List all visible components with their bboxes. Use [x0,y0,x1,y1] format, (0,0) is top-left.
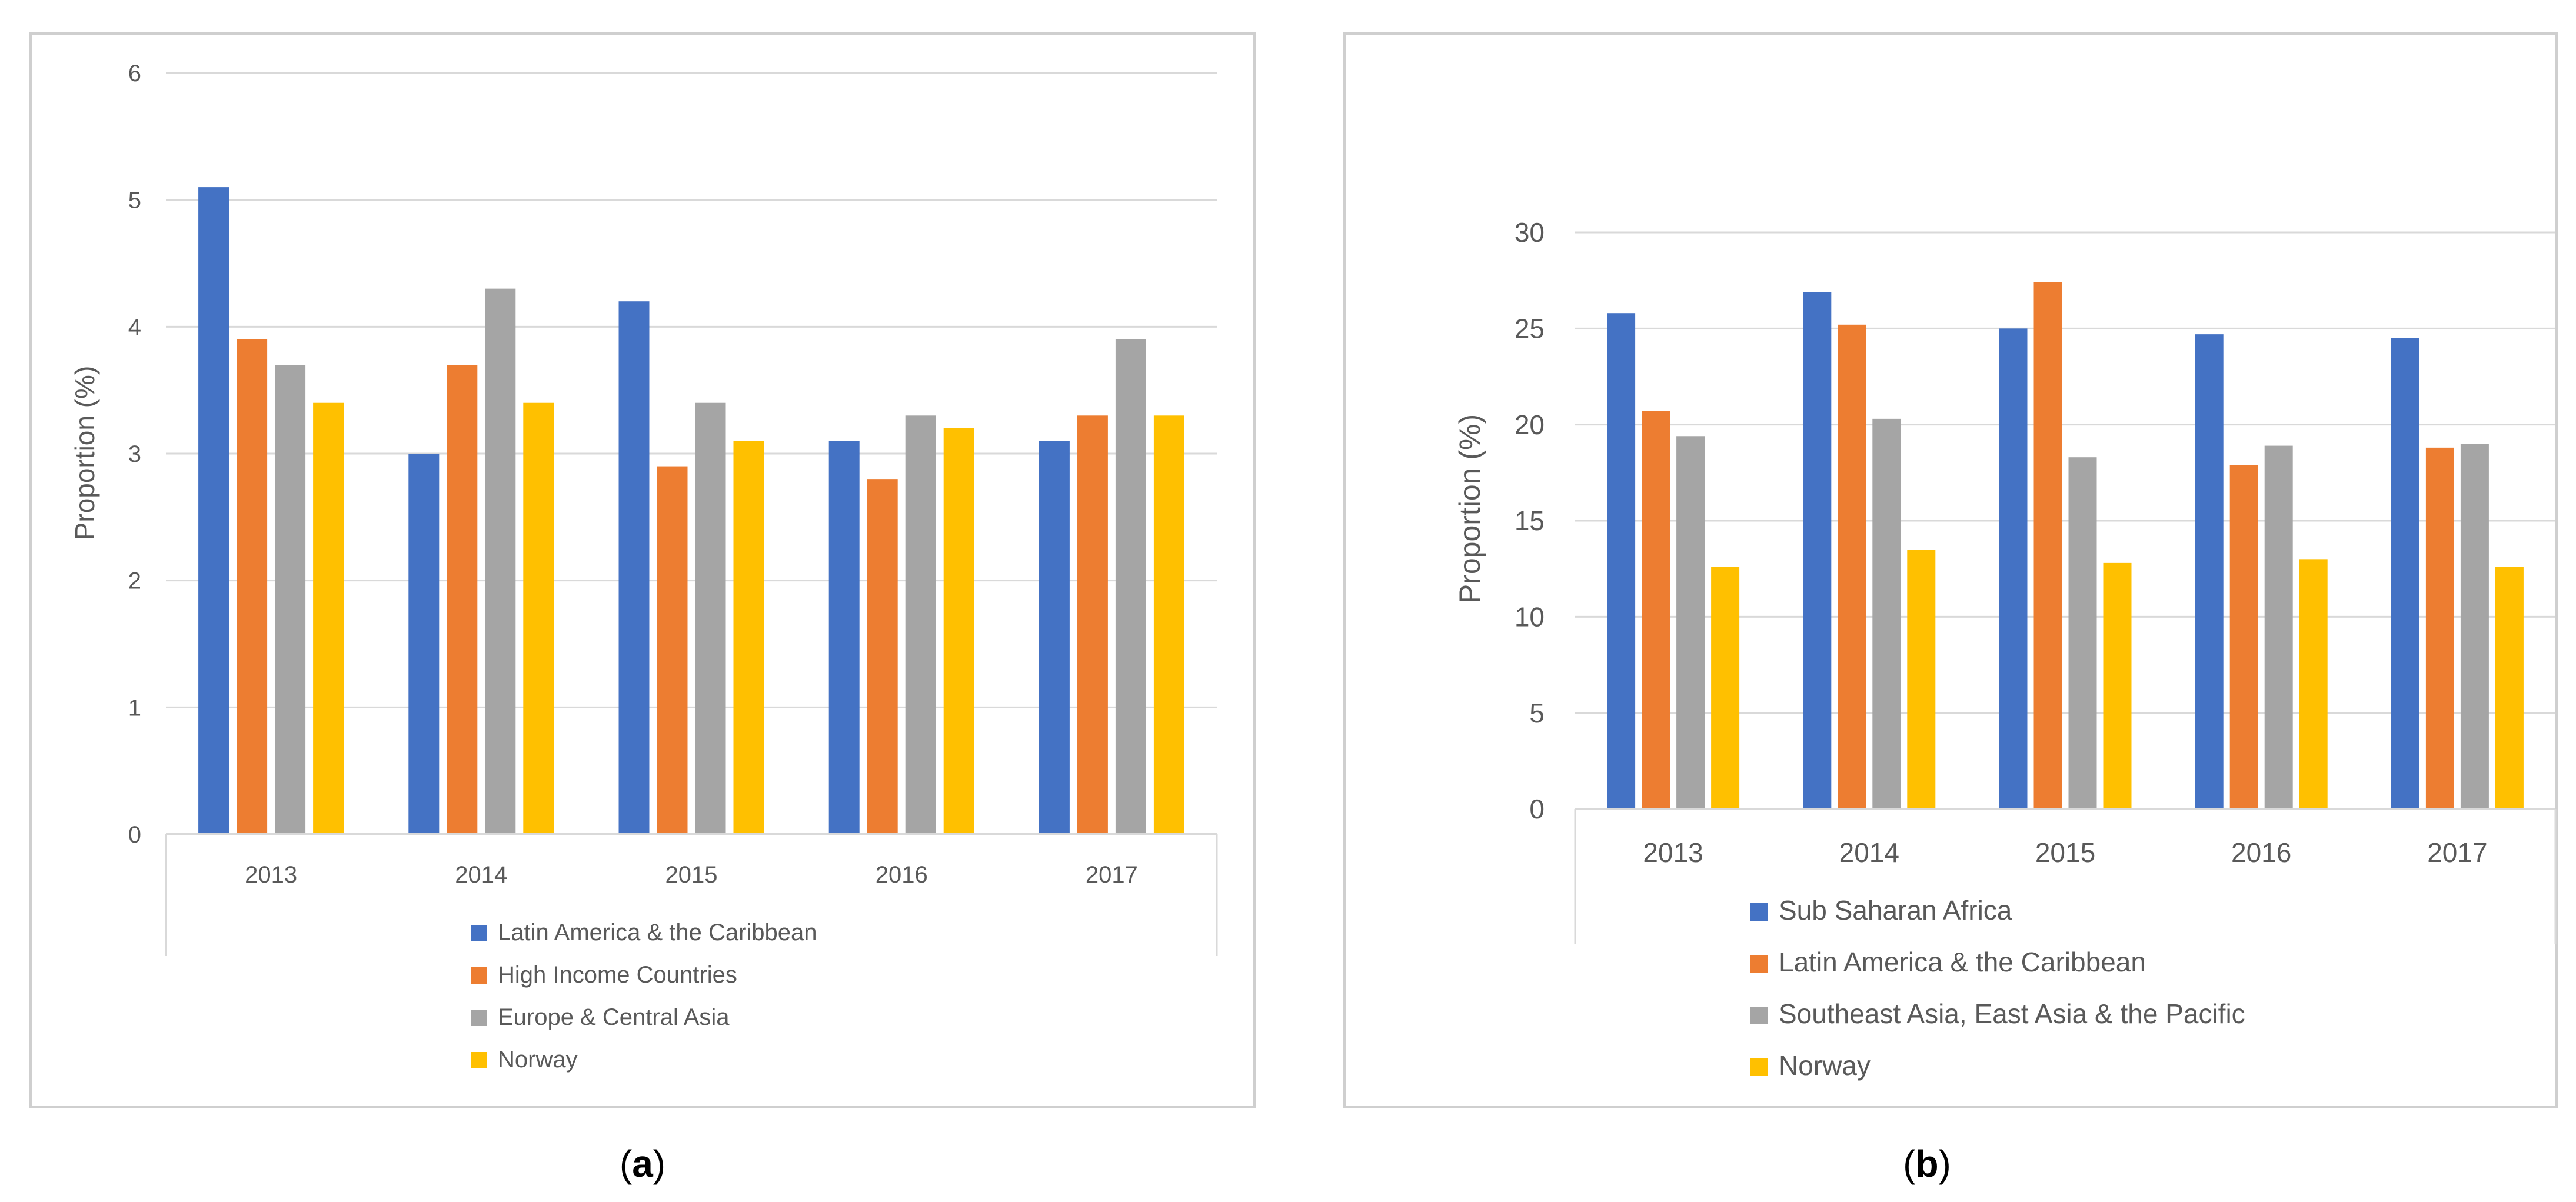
bar [1838,324,1866,809]
y-tick-label: 0 [128,822,141,848]
bar [1039,441,1070,834]
bar [618,301,650,834]
chart-frame [1343,32,2558,1108]
bar [943,428,974,834]
bar [1153,415,1184,834]
bar [828,441,860,834]
y-axis-title: Proportion (%) [69,366,100,541]
panel-caption: (a) [620,1143,665,1185]
legend-label: Latin America & the Caribbean [1779,947,2146,977]
bar [485,288,516,835]
x-tick-label: 2017 [2427,837,2487,868]
legend-swatch [471,967,487,984]
bar [2264,445,2293,809]
bar [733,441,764,834]
legend-label: Sub Saharan Africa [1779,895,2012,925]
legend-swatch [471,1052,487,1068]
chart-panel-b: 0 5 10 15 20 25 30 2013 2014 2015 2016 2017 Proporti… [1343,32,2558,1185]
bar [1907,550,1936,809]
legend-label: Latin America & the Caribbean [498,920,817,945]
panel-caption: (b) [1903,1143,1951,1185]
x-tick-label: 2017 [1086,862,1138,888]
y-tick-label: 30 [1515,217,1545,248]
legend-swatch [1750,903,1768,921]
bar [2229,465,2258,809]
x-tick-label: 2015 [665,862,718,888]
x-tick-label: 2013 [245,862,297,888]
bar [2103,562,2132,809]
x-tick-label: 2016 [876,862,928,888]
chart-panel-a: 0 1 2 3 4 5 6 2013 2014 2015 2016 2017 Proportion (%… [29,32,1256,1185]
bar [237,339,268,834]
bar [905,415,936,834]
y-tick-label: 20 [1515,409,1545,440]
bar [2299,559,2328,809]
bar [657,466,688,834]
legend-swatch [1750,1058,1768,1076]
x-tick-label: 2014 [455,862,507,888]
bar [313,402,344,834]
y-tick-label: 6 [128,61,141,86]
bar [695,402,726,834]
y-tick-label: 10 [1515,601,1545,632]
bar [2425,447,2454,809]
legend-swatch [1750,955,1768,973]
bar [1872,418,1901,809]
bar [2068,457,2097,809]
legend-label: Norway [498,1047,578,1073]
bar [523,402,554,834]
bar [1803,292,1832,809]
x-tick-label: 2013 [1643,837,1703,868]
x-tick-label: 2016 [2231,837,2291,868]
x-tick-label: 2014 [1839,837,1899,868]
y-tick-label: 3 [128,441,141,467]
bar [275,365,306,834]
bar [1607,313,1636,809]
bar [1077,415,1108,834]
x-tick-label: 2015 [2035,837,2095,868]
bar [867,479,898,834]
legend-swatch [1750,1007,1768,1024]
legend-label: High Income Countries [498,962,737,988]
bar [2460,444,2489,809]
bar [2195,334,2224,809]
y-tick-label: 15 [1515,505,1545,536]
bar [2033,282,2062,809]
bar [1999,328,2028,809]
bar [447,365,478,834]
legend-swatch [471,925,487,941]
y-tick-label: 5 [128,188,141,214]
bar [1642,411,1670,809]
y-tick-label: 25 [1515,313,1545,344]
legend-label: Europe & Central Asia [498,1004,730,1030]
y-axis-title: Proportion (%) [1453,414,1486,604]
bar [2391,338,2419,809]
bar [1711,567,1740,809]
bar [198,187,229,835]
y-tick-label: 5 [1529,698,1545,728]
bar [1676,436,1705,809]
y-tick-label: 4 [128,314,141,340]
y-tick-label: 1 [128,695,141,721]
bar [1115,339,1146,834]
legend-label: Norway [1779,1050,1871,1081]
legend-swatch [471,1010,487,1026]
bar [2495,567,2524,809]
y-tick-label: 2 [128,568,141,594]
y-tick-label: 0 [1529,794,1545,824]
legend-label: Southeast Asia, East Asia & the Pacific [1779,998,2245,1029]
bar [408,454,440,834]
